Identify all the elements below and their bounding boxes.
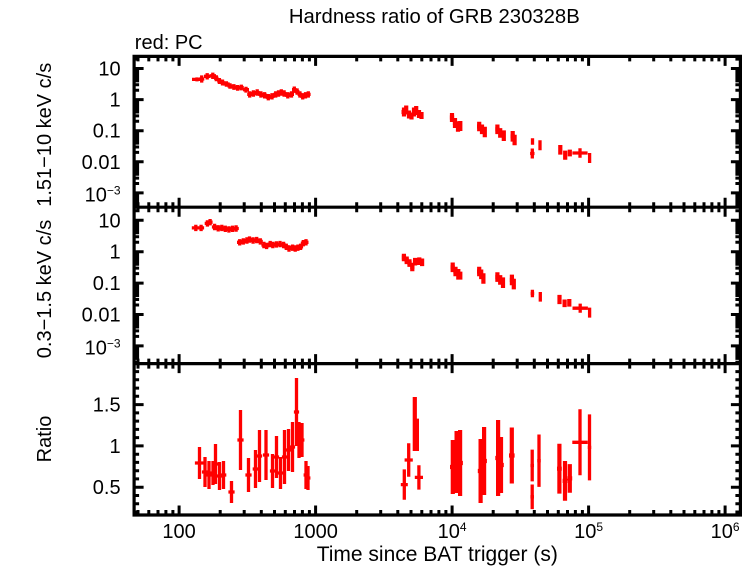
svg-text:0.01: 0.01 (82, 305, 121, 327)
svg-text:1: 1 (109, 90, 120, 112)
svg-text:Time since BAT trigger (s): Time since BAT trigger (s) (317, 543, 558, 566)
svg-text:0.3−1.5 keV c/s: 0.3−1.5 keV c/s (34, 220, 56, 358)
svg-text:10: 10 (98, 210, 120, 232)
svg-text:1: 1 (109, 242, 120, 264)
svg-text:Ratio: Ratio (34, 416, 56, 463)
svg-text:0.5: 0.5 (93, 477, 121, 499)
svg-text:1000: 1000 (293, 521, 338, 543)
svg-text:105: 105 (574, 520, 603, 543)
svg-text:104: 104 (438, 520, 467, 543)
svg-text:0.01: 0.01 (82, 152, 121, 174)
svg-text:1.51−10 keV c/s: 1.51−10 keV c/s (34, 63, 56, 207)
svg-text:1: 1 (109, 436, 120, 458)
svg-text:Hardness ratio of GRB 230328B: Hardness ratio of GRB 230328B (289, 6, 580, 28)
svg-text:red: PC: red: PC (135, 32, 203, 54)
svg-text:100: 100 (162, 521, 195, 543)
svg-text:1.5: 1.5 (93, 395, 121, 417)
svg-text:0.1: 0.1 (93, 121, 121, 143)
svg-text:106: 106 (711, 520, 740, 543)
svg-text:0.1: 0.1 (93, 273, 121, 295)
svg-text:10: 10 (98, 59, 120, 81)
